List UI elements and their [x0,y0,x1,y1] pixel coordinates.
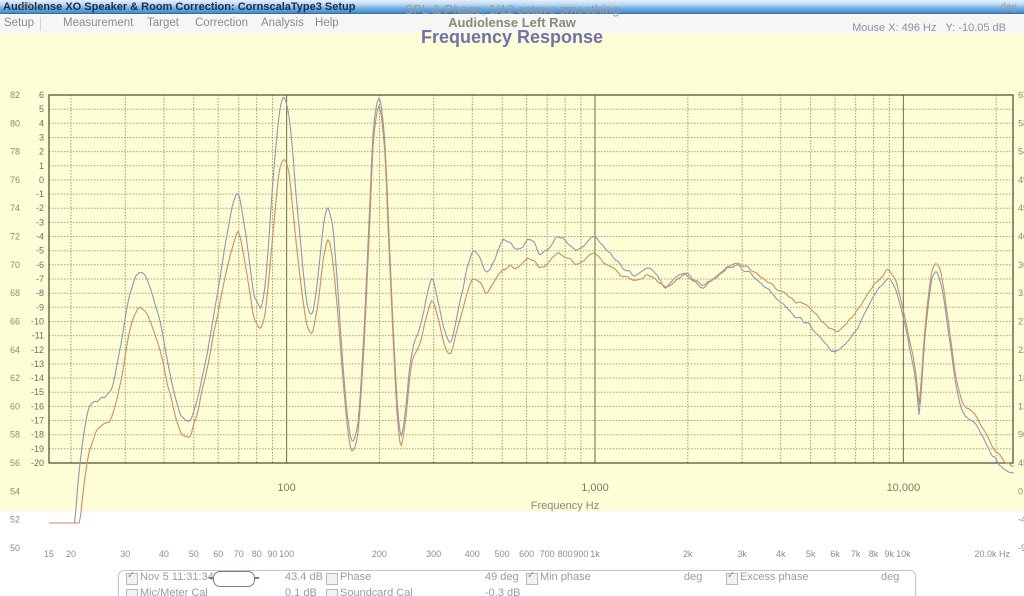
svg-text:360: 360 [1018,260,1024,270]
svg-text:10k: 10k [896,549,911,559]
svg-text:3: 3 [39,133,44,143]
svg-text:4k: 4k [776,549,786,559]
svg-text:1k: 1k [590,549,600,559]
svg-text:78: 78 [10,147,20,157]
svg-text:495: 495 [1018,175,1024,185]
svg-text:-2: -2 [36,203,44,213]
svg-text:72: 72 [10,232,20,242]
svg-text:180: 180 [1018,373,1024,383]
svg-text:-20: -20 [31,458,44,468]
svg-text:40: 40 [159,549,169,559]
svg-text:-15: -15 [31,387,44,397]
svg-text:6k: 6k [830,549,840,559]
svg-text:500: 500 [495,549,510,559]
svg-text:70: 70 [234,549,244,559]
svg-text:-1: -1 [36,189,44,199]
svg-text:400: 400 [465,549,480,559]
svg-text:-14: -14 [31,373,44,383]
svg-text:90: 90 [267,549,277,559]
svg-text:80: 80 [10,118,20,128]
svg-text:-18: -18 [31,430,44,440]
svg-text:-45: -45 [1018,515,1024,525]
svg-text:1: 1 [39,161,44,171]
svg-text:300: 300 [426,549,441,559]
svg-text:-4: -4 [36,232,44,242]
svg-text:-13: -13 [31,359,44,369]
svg-text:-6: -6 [36,260,44,270]
svg-text:-3: -3 [36,217,44,227]
svg-text:-19: -19 [31,444,44,454]
svg-text:62: 62 [10,373,20,383]
svg-text:0: 0 [1018,486,1023,496]
svg-text:200: 200 [372,549,387,559]
svg-text:-12: -12 [31,345,44,355]
svg-text:-90: -90 [1018,543,1024,553]
svg-text:135: 135 [1018,401,1024,411]
svg-text:7k: 7k [851,549,861,559]
svg-text:5: 5 [39,104,44,114]
svg-text:9k: 9k [885,549,895,559]
svg-text:100: 100 [277,482,295,494]
svg-text:68: 68 [10,288,20,298]
svg-text:70: 70 [10,260,20,270]
svg-text:64: 64 [10,345,20,355]
svg-text:-11: -11 [32,331,44,341]
svg-text:540: 540 [1018,147,1024,157]
svg-text:10,000: 10,000 [887,482,921,494]
svg-text:54: 54 [10,486,20,496]
svg-text:2: 2 [39,147,44,157]
svg-text:700: 700 [540,549,555,559]
svg-text:20.0k Hz: 20.0k Hz [974,549,1010,559]
svg-text:600: 600 [519,549,534,559]
svg-text:82: 82 [10,90,20,100]
svg-text:585: 585 [1018,118,1024,128]
svg-text:3k: 3k [737,549,747,559]
svg-text:Frequency Hz: Frequency Hz [531,500,599,512]
svg-text:90: 90 [1018,430,1024,440]
svg-text:15: 15 [44,549,54,559]
svg-text:6: 6 [39,90,44,100]
svg-text:58: 58 [10,430,20,440]
svg-text:4: 4 [39,118,44,128]
svg-text:56: 56 [10,458,20,468]
svg-text:50: 50 [10,543,20,553]
svg-text:0: 0 [39,175,44,185]
svg-text:225: 225 [1018,345,1024,355]
svg-text:8k: 8k [869,549,879,559]
svg-text:5k: 5k [806,549,816,559]
svg-text:-17: -17 [31,416,44,426]
svg-text:80: 80 [252,549,262,559]
svg-text:315: 315 [1018,288,1024,298]
svg-text:60: 60 [10,401,20,411]
svg-text:2k: 2k [683,549,693,559]
svg-text:900: 900 [573,549,588,559]
svg-text:45: 45 [1018,458,1024,468]
svg-text:270: 270 [1018,317,1024,327]
svg-text:-16: -16 [31,401,44,411]
svg-text:30: 30 [120,549,130,559]
svg-text:-5: -5 [36,246,44,256]
svg-text:-9: -9 [36,302,44,312]
svg-text:74: 74 [10,203,20,213]
svg-text:450: 450 [1018,203,1024,213]
svg-text:76: 76 [10,175,20,185]
svg-text:630: 630 [1018,90,1024,100]
svg-text:-7: -7 [36,274,44,284]
svg-text:405: 405 [1018,232,1024,242]
svg-text:-10: -10 [31,317,44,327]
svg-text:52: 52 [10,515,20,525]
svg-text:50: 50 [189,549,199,559]
svg-text:20: 20 [66,549,76,559]
svg-text:1,000: 1,000 [581,482,609,494]
svg-text:66: 66 [10,317,20,327]
svg-text:-8: -8 [36,288,44,298]
svg-text:60: 60 [213,549,223,559]
svg-text:800: 800 [558,549,573,559]
svg-text:100: 100 [279,549,294,559]
